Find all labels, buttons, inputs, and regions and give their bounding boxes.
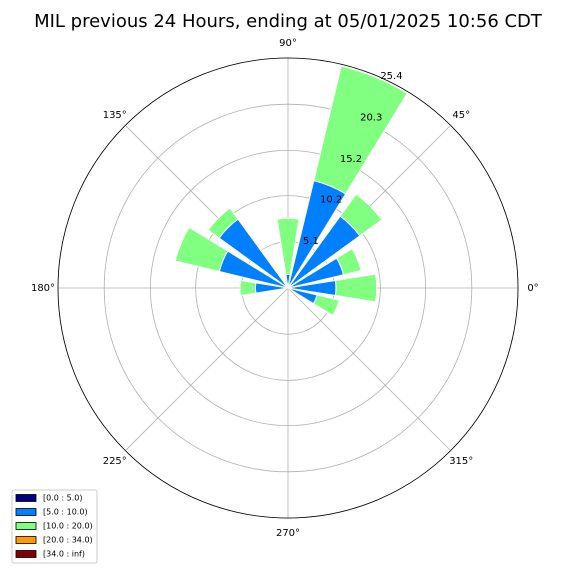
wind-bar — [335, 248, 362, 276]
radial-tick-label: 15.2 — [340, 154, 362, 165]
radial-tick-label: 5.1 — [303, 236, 319, 247]
wind-bar — [334, 273, 378, 303]
legend-swatch — [15, 508, 37, 516]
radial-tick-label: 10.2 — [320, 195, 342, 206]
polar-frame — [57, 57, 519, 519]
wind-bar — [313, 65, 408, 195]
angle-tick-label: 225° — [103, 456, 127, 467]
radial-tick-label: 20.3 — [360, 112, 382, 123]
wind-bar — [276, 217, 300, 276]
legend-label: [5.0 : 10.0) — [43, 508, 88, 517]
angle-tick-label: 315° — [449, 456, 473, 467]
legend-label: [10.0 : 20.0) — [43, 522, 93, 531]
legend-label: [20.0 : 34.0) — [43, 536, 93, 545]
angle-tick-label: 90° — [279, 38, 297, 49]
wind-bar — [339, 193, 383, 237]
legend-swatch — [15, 522, 37, 530]
angle-tick-label: 135° — [103, 110, 127, 121]
angle-tick-label: 180° — [31, 283, 55, 294]
legend-label: [0.0 : 5.0) — [43, 494, 82, 503]
angle-tick-label: 270° — [276, 528, 300, 539]
angle-tick-label: 45° — [452, 110, 470, 121]
angle-tick-label: 0° — [527, 283, 538, 294]
angle-grid-line — [287, 287, 451, 451]
angle-grid-line — [125, 287, 289, 451]
radial-tick-label: 25.4 — [380, 71, 402, 82]
wind-bar — [174, 226, 229, 273]
legend-swatch — [15, 494, 37, 502]
wind-bar — [312, 294, 340, 317]
legend-label: [34.0 : inf) — [43, 550, 85, 559]
wind-bar — [239, 279, 257, 297]
chart-title: MIL previous 24 Hours, ending at 05/01/2… — [34, 11, 543, 32]
legend-swatch — [15, 536, 37, 544]
legend: [0.0 : 5.0) [5.0 : 10.0) [10.0 : 20.0) [20.… — [11, 489, 98, 564]
wind-bar — [207, 207, 239, 239]
legend-swatch — [15, 550, 37, 558]
